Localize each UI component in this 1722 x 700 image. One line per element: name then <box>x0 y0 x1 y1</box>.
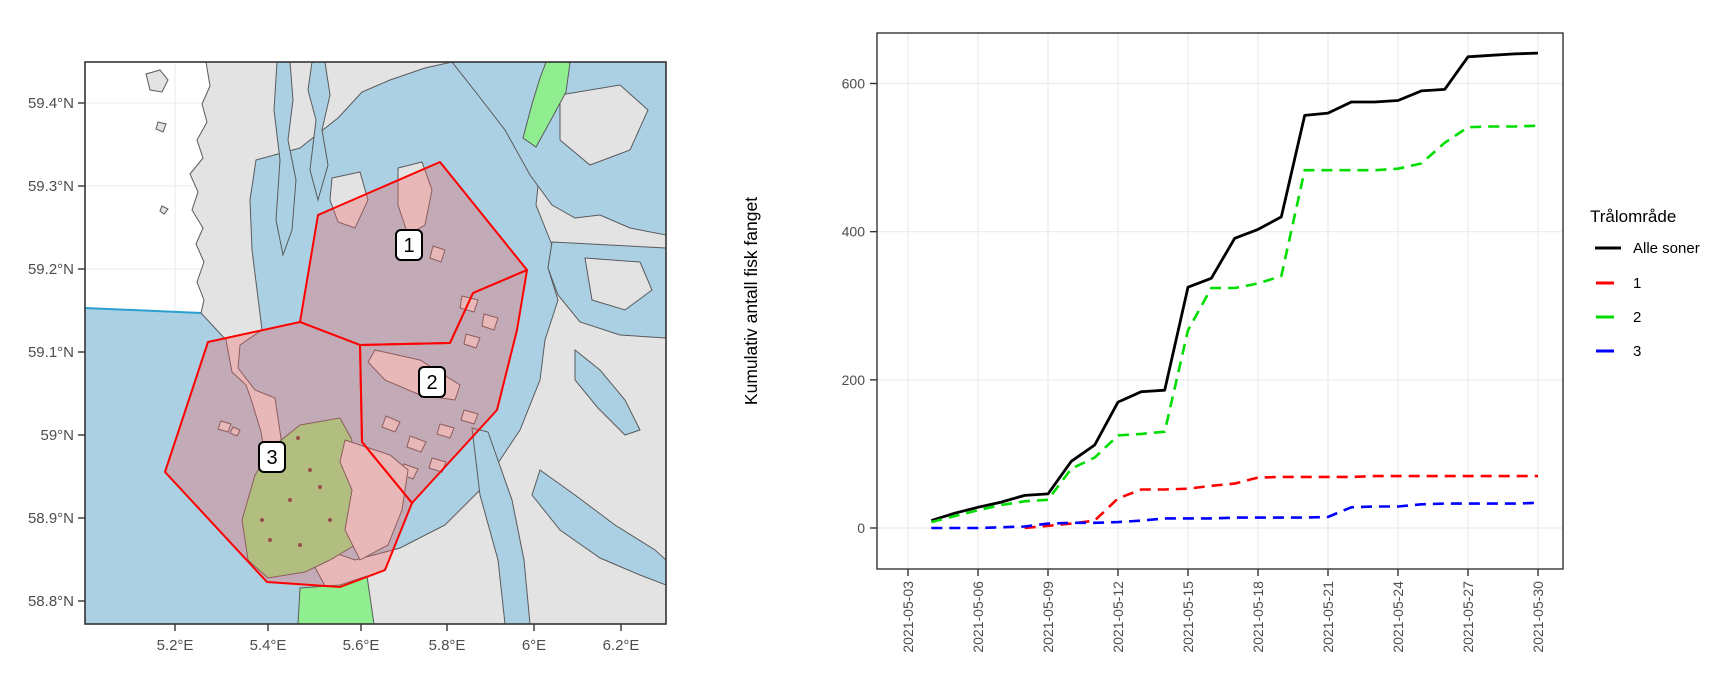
series-line-alle-soner <box>930 51 1539 522</box>
legend-label-zone-2: 2 <box>1633 309 1641 326</box>
zone-1-label: 1 <box>403 235 414 257</box>
y-axis-title: Kumulativ antall fisk fanget <box>741 197 761 405</box>
y-tick-label: 600 <box>842 76 866 92</box>
lat-tick: 59°N <box>40 427 74 444</box>
island <box>145 69 169 215</box>
chart-tick-labels: 0 200 400 600 2021-05-03 2021-05-06 2021-05-09… <box>842 76 1546 653</box>
legend-label-zone-3: 3 <box>1633 343 1641 360</box>
chart-border <box>876 32 1564 570</box>
island <box>339 439 409 561</box>
lon-tick: 6°E <box>522 637 546 654</box>
green-island-northeast <box>522 62 571 148</box>
x-tick-label: 2021-05-09 <box>1040 581 1056 653</box>
map-lon-axis <box>174 624 622 631</box>
x-tick-label: 2021-05-21 <box>1320 581 1336 653</box>
zone-3-label: 3 <box>266 447 277 469</box>
lon-tick: 6.2°E <box>603 637 640 654</box>
x-tick-label: 2021-05-24 <box>1390 581 1406 653</box>
legend-label-alle-soner: Alle soner <box>1633 240 1700 257</box>
green-area-south <box>297 575 375 624</box>
y-tick-label: 400 <box>842 224 866 240</box>
chart-series <box>930 51 1539 530</box>
y-tick-label: 0 <box>857 520 865 536</box>
legend: Trålområde Alle soner 1 2 3 <box>1590 207 1700 360</box>
zone-3-polygon <box>164 321 413 588</box>
chart-gridlines <box>877 33 1563 569</box>
map-lon-labels: 5.2°E 5.4°E 5.6°E 5.8°E 6°E 6.2°E <box>157 637 640 654</box>
island-speckles <box>260 436 332 547</box>
lat-tick: 58.9°N <box>28 510 74 527</box>
line-chart-panel: 0 200 400 600 2021-05-03 2021-05-06 2021-05-09… <box>741 32 1700 653</box>
series-line-3 <box>931 501 1539 530</box>
island <box>217 84 653 480</box>
y-tick-label: 200 <box>842 372 866 388</box>
lat-tick: 58.8°N <box>28 593 74 610</box>
lat-tick: 59.1°N <box>28 344 74 361</box>
x-tick-label: 2021-05-27 <box>1460 581 1476 653</box>
legend-title: Trålområde <box>1590 207 1676 226</box>
zone-2-label: 2 <box>426 372 437 394</box>
lon-tick: 5.8°E <box>429 637 466 654</box>
sea-boundary-line <box>85 307 202 314</box>
lon-tick: 5.4°E <box>250 637 287 654</box>
x-tick-label: 2021-05-06 <box>970 581 986 653</box>
x-tick-label: 2021-05-15 <box>1180 581 1196 653</box>
map-border <box>84 61 667 625</box>
zone-labels: 1 2 3 <box>258 229 446 473</box>
zone-1-label-box <box>395 229 423 261</box>
series-line-2 <box>930 124 1539 524</box>
x-tick-label: 2021-05-30 <box>1530 581 1546 653</box>
lon-tick: 5.6°E <box>343 637 380 654</box>
lat-tick: 59.3°N <box>28 178 74 195</box>
chart-background <box>877 33 1563 569</box>
x-tick-label: 2021-05-12 <box>1110 581 1126 653</box>
x-tick-label: 2021-05-03 <box>900 581 916 653</box>
zone-2-label-box <box>418 366 446 398</box>
series-line-1 <box>1024 474 1538 530</box>
lat-tick: 59.2°N <box>28 261 74 278</box>
zone-3-label-box <box>258 441 286 473</box>
map-panel: 1 2 3 59.4°N 59.3°N 59.2°N 59.1°N 59°N 5… <box>28 61 667 654</box>
legend-label-zone-1: 1 <box>1633 275 1641 292</box>
x-tick-label: 2021-05-18 <box>1250 581 1266 653</box>
chart-ticks <box>870 82 1539 576</box>
map-lat-labels: 59.4°N 59.3°N 59.2°N 59.1°N 59°N 58.9°N … <box>28 95 74 610</box>
lon-tick: 5.2°E <box>157 637 194 654</box>
map-lat-axis <box>78 102 85 602</box>
lat-tick: 59.4°N <box>28 95 74 112</box>
